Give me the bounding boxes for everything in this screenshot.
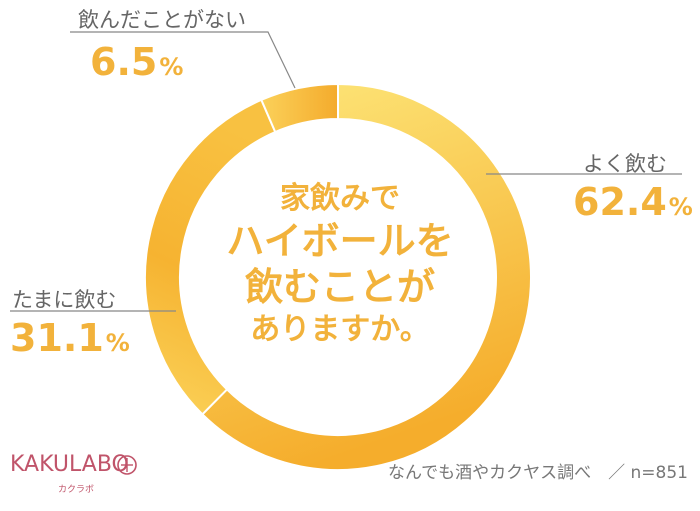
- label-name-tamani: たまに飲む: [12, 288, 117, 312]
- title-line-1: 家飲みで: [280, 181, 400, 216]
- kakulabo-logo: KAKULABO カクラボ: [10, 452, 140, 502]
- logo-subtext: カクラボ: [58, 485, 95, 495]
- logo-text: KAKULABO: [10, 452, 129, 477]
- slice-nonda-koto-ga-nai: [260, 82, 339, 134]
- title-line-3: 飲むことが: [244, 265, 435, 309]
- value-tamani: 31.1: [10, 316, 104, 360]
- unit-nonda: %: [159, 53, 184, 81]
- leader-line-nonda: [70, 31, 296, 89]
- label-name-nonda: 飲んだことがない: [78, 8, 246, 32]
- value-nonda: 6.5: [90, 40, 158, 84]
- unit-tamani: %: [105, 329, 130, 357]
- title-line-4: ありますか。: [250, 312, 430, 347]
- value-yoku: 62.4: [573, 180, 667, 224]
- unit-yoku: %: [668, 193, 693, 221]
- chart-title: 家飲みで ハイボールを 飲むことが ありますか。: [220, 180, 460, 350]
- label-value-yoku: 62.4%: [573, 180, 693, 224]
- slice-yoku-nomu: [200, 82, 532, 471]
- title-line-2: ハイボールを: [226, 219, 454, 263]
- source-note: なんでも酒やカクヤス調べ ／ n=851: [387, 463, 688, 483]
- label-name-yoku: よく飲む: [583, 152, 667, 176]
- label-value-nonda: 6.5%: [90, 40, 183, 84]
- glass-icon: [117, 455, 137, 475]
- label-value-tamani: 31.1%: [10, 316, 130, 360]
